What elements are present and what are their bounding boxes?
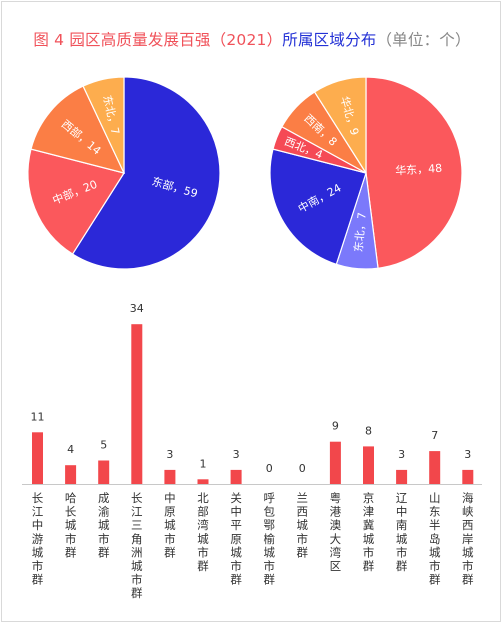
- bar-3: [98, 460, 110, 484]
- bar-1: [32, 432, 43, 484]
- pie-slice-label-2: 东北，7: [352, 212, 369, 253]
- bar-value-label-10: 9: [332, 420, 339, 433]
- bar-12: [396, 469, 408, 484]
- bar-11: [363, 446, 374, 484]
- category-label-8: 呼包鄂榆城市群: [263, 491, 275, 587]
- bar-value-label-9: 0: [299, 462, 306, 475]
- pie-slice-3: [269, 148, 367, 266]
- category-label-13: 山东半岛城市群: [429, 491, 441, 587]
- category-label-6: 北部湾城市群: [197, 491, 209, 573]
- pie-slice-3: [30, 85, 126, 174]
- bar-10: [329, 441, 341, 484]
- chart-title: 图 4 园区高质量发展百强（2021）所属区域分布（单位：个）: [0, 28, 504, 50]
- category-label-9: 兰西城市群: [297, 491, 309, 559]
- bar-4: [131, 324, 143, 484]
- category-label-10: 粤港澳大湾区: [330, 491, 342, 573]
- bar-13: [429, 451, 441, 484]
- title-part-unit: （单位：个）: [376, 31, 471, 49]
- bar-14: [462, 469, 474, 484]
- bar-value-label-2: 4: [67, 443, 74, 456]
- bar-value-label-13: 7: [431, 429, 438, 442]
- title-part-region: 所属区域分布: [282, 31, 377, 49]
- category-label-7: 关中平原城市群: [230, 491, 242, 587]
- bar-value-label-1: 11: [31, 410, 45, 423]
- category-label-2: 哈长城市群: [65, 491, 77, 559]
- bar-7: [230, 469, 242, 484]
- bar-value-label-12: 3: [398, 448, 405, 461]
- pie-slice-1: [365, 76, 463, 269]
- category-label-3: 成渝城市群: [98, 491, 110, 559]
- bar-chart-city-clusters: 11 长江中游城市群 4 哈长城市群 5 成渝城市群 34 长江三角洲城市群 3 中原城市群 1 北部…: [22, 302, 482, 600]
- bar-5: [164, 469, 176, 484]
- category-label-4: 长江三角洲城市群: [131, 491, 143, 600]
- bar-value-label-8: 0: [266, 462, 273, 475]
- pie-slice-4: [82, 76, 125, 174]
- bar-value-label-7: 3: [233, 448, 240, 461]
- pie-slice-1: [71, 76, 221, 270]
- bar-value-label-6: 1: [200, 457, 207, 470]
- pie-slice-2: [27, 148, 125, 255]
- category-label-1: 长江中游城市群: [32, 491, 44, 587]
- title-part-main: 图 4 园区高质量发展百强（2021）: [33, 31, 283, 49]
- bar-2: [65, 465, 77, 484]
- pie-slice-label-1: 华东，48: [395, 161, 443, 178]
- bar-value-label-3: 5: [100, 439, 107, 452]
- bar-value-label-14: 3: [464, 448, 471, 461]
- bar-value-label-5: 3: [166, 448, 173, 461]
- pie-slice-6: [313, 76, 367, 176]
- bar-value-label-11: 8: [365, 424, 372, 437]
- category-label-11: 京津冀城市群: [363, 491, 375, 573]
- bar-6: [197, 479, 209, 484]
- bar-value-label-4: 34: [130, 302, 144, 315]
- category-label-5: 中原城市群: [164, 491, 176, 559]
- category-label-12: 辽中南城市群: [396, 491, 408, 573]
- category-label-14: 海峡西岸城市群: [462, 491, 474, 587]
